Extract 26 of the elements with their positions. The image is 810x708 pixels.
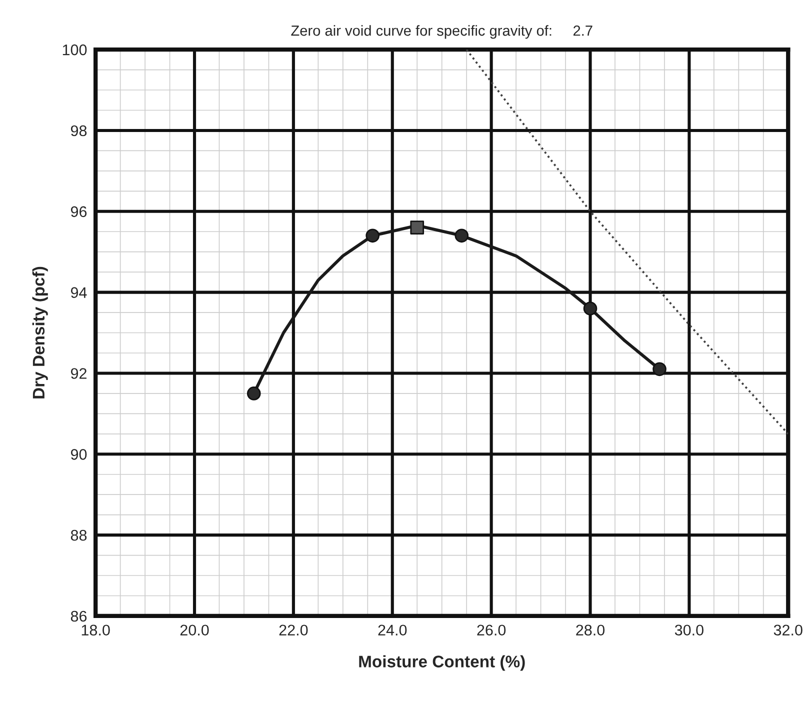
x-tick-label: 18.0 — [82, 624, 110, 636]
chart-title: Zero air void curve for specific gravity of: 2.7 — [291, 25, 592, 39]
x-axis-title: Moisture Content (%) — [359, 655, 525, 671]
x-tick-label: 30.0 — [674, 624, 704, 636]
point — [366, 228, 380, 243]
y-tick-label: 86 — [70, 610, 87, 622]
y-axis-title: Dry Density (pcf) — [32, 266, 48, 398]
y-tick-label: 100 — [62, 44, 87, 56]
point — [410, 220, 424, 234]
x-tick-label: 32.0 — [774, 624, 802, 636]
point — [454, 228, 469, 243]
point — [246, 386, 261, 400]
x-tick-label: 28.0 — [576, 624, 605, 636]
point — [583, 302, 598, 316]
x-tick-label: 26.0 — [477, 624, 506, 636]
x-tick-label: 24.0 — [378, 624, 407, 636]
line-series — [466, 50, 788, 435]
y-tick-label: 94 — [70, 287, 87, 298]
y-tick-label: 96 — [70, 206, 87, 218]
x-tick-label: 20.0 — [180, 624, 209, 636]
y-tick-label: 98 — [70, 125, 87, 136]
y-tick-label: 92 — [70, 368, 86, 379]
point — [652, 362, 666, 376]
y-tick-label: 90 — [70, 449, 87, 460]
y-tick-label: 88 — [70, 530, 87, 541]
x-tick-label: 22.0 — [279, 624, 308, 636]
